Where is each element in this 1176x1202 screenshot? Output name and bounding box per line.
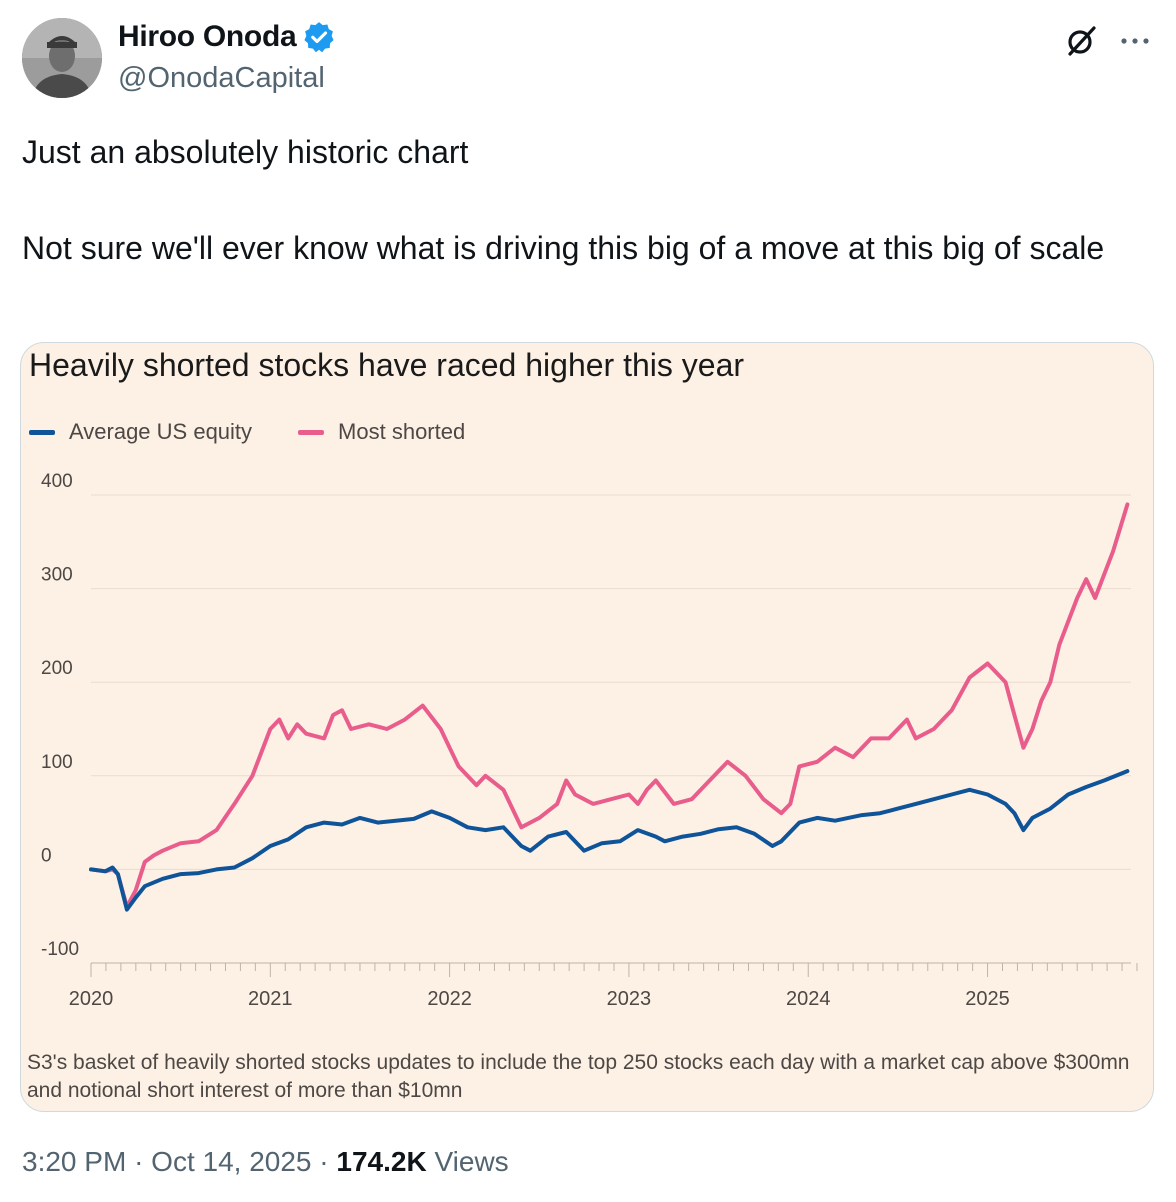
x-tick-label: 2025 bbox=[965, 988, 1010, 1010]
views-label: Views bbox=[434, 1146, 509, 1177]
tweet-date[interactable]: Oct 14, 2025 bbox=[151, 1146, 312, 1177]
legend-swatch-average-us-equity bbox=[29, 429, 55, 435]
x-tick-label: 2020 bbox=[69, 988, 114, 1010]
tweet-text-line-1: Just an absolutely historic chart bbox=[22, 134, 469, 170]
x-tick-label: 2021 bbox=[248, 988, 293, 1010]
y-tick-label: 200 bbox=[41, 658, 73, 679]
legend-swatch-most-shorted bbox=[298, 429, 325, 435]
y-tick-label: -100 bbox=[41, 939, 79, 960]
verified-badge-icon[interactable] bbox=[302, 20, 336, 54]
avatar-portrait bbox=[22, 18, 102, 98]
x-tick-label: 2023 bbox=[607, 988, 652, 1010]
footer-separator: · bbox=[134, 1146, 144, 1177]
author-display-name[interactable]: Hiroo Onoda bbox=[118, 20, 297, 53]
author-name-row: Hiroo Onoda bbox=[118, 20, 336, 54]
series-line-most-shorted bbox=[89, 502, 1130, 909]
chart-title: Heavily shorted stocks have raced higher… bbox=[29, 347, 745, 383]
legend-label-most-shorted: Most shorted bbox=[338, 419, 466, 444]
y-tick-label: 0 bbox=[41, 845, 52, 866]
tweet-footer: 3:20 PM · Oct 14, 2025 · 174.2K Views bbox=[22, 1146, 509, 1178]
tweet-media-chart[interactable]: Heavily shorted stocks have raced higher… bbox=[20, 342, 1154, 1112]
grok-icon[interactable] bbox=[1062, 22, 1100, 60]
legend-label-average-us-equity: Average US equity bbox=[69, 419, 253, 444]
footer-separator: · bbox=[319, 1146, 329, 1177]
x-tick-label: 2022 bbox=[427, 988, 472, 1010]
y-tick-label: 100 bbox=[41, 752, 73, 773]
y-tick-label: 300 bbox=[41, 565, 73, 586]
y-tick-label: 400 bbox=[41, 471, 73, 492]
views-count[interactable]: 174.2K bbox=[336, 1146, 427, 1177]
avatar[interactable] bbox=[22, 18, 102, 98]
legend-item-average-us-equity: Average US equity bbox=[29, 419, 252, 445]
more-icon[interactable] bbox=[1116, 22, 1154, 60]
chart-note: S3's basket of heavily shorted stocks up… bbox=[27, 1051, 1130, 1102]
chart-plot: 400 300 200 100 0 -100 2020 2021 2022 2023 2024 202… bbox=[41, 471, 1138, 1010]
tweet-text: Just an absolutely historic chart Not su… bbox=[22, 128, 1142, 272]
x-tick-label: 2024 bbox=[786, 988, 831, 1010]
tweet-time[interactable]: 3:20 PM bbox=[22, 1146, 127, 1177]
author-handle[interactable]: @OnodaCapital bbox=[118, 62, 325, 94]
series-line-average-us-equity bbox=[89, 769, 1130, 912]
tweet-text-line-2: Not sure we'll ever know what is driving… bbox=[22, 230, 1105, 266]
chart-legend: Average US equity Most shorted bbox=[29, 419, 511, 445]
legend-item-most-shorted: Most shorted bbox=[298, 419, 465, 445]
